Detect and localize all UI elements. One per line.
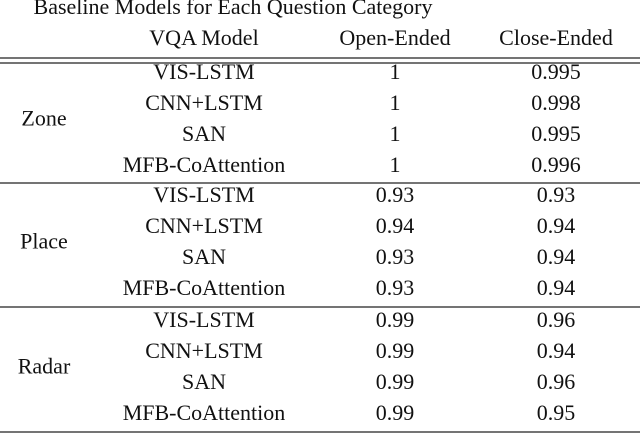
cell-value: 1 xyxy=(390,121,401,146)
cell-value: 0.99 xyxy=(376,369,415,394)
cell-value: 0.93 xyxy=(376,244,415,269)
cell-value: 1 xyxy=(390,59,401,84)
cell-value: 0.93 xyxy=(537,182,576,207)
model-name: MFB-CoAttention xyxy=(123,400,286,425)
cell-value: 1 xyxy=(390,152,401,177)
model-name: MFB-CoAttention xyxy=(123,275,286,300)
model-name: CNN+LSTM xyxy=(145,338,263,363)
cell-value: 1 xyxy=(390,90,401,115)
model-name: SAN xyxy=(182,121,226,146)
model-name: SAN xyxy=(182,369,226,394)
cell-value: 0.94 xyxy=(537,244,576,269)
column-header: Close-Ended xyxy=(499,25,613,50)
cell-value: 0.996 xyxy=(531,152,581,177)
column-header: Open-Ended xyxy=(339,25,450,50)
model-name: VIS-LSTM xyxy=(153,307,254,332)
cell-value: 0.93 xyxy=(376,182,415,207)
model-name: MFB-CoAttention xyxy=(123,152,286,177)
group-label: Radar xyxy=(18,354,71,379)
cell-value: 0.99 xyxy=(376,338,415,363)
cell-value: 0.94 xyxy=(537,338,576,363)
cell-value: 0.995 xyxy=(531,59,581,84)
table-title: Baseline Models for Each Question Catego… xyxy=(34,0,433,19)
column-header: VQA Model xyxy=(149,25,258,50)
cell-value: 0.998 xyxy=(531,90,581,115)
cell-value: 0.93 xyxy=(376,275,415,300)
model-name: CNN+LSTM xyxy=(145,213,263,238)
group-label: Place xyxy=(20,229,68,254)
cell-value: 0.94 xyxy=(537,275,576,300)
model-name: VIS-LSTM xyxy=(153,182,254,207)
cell-value: 0.95 xyxy=(537,400,576,425)
cell-value: 0.94 xyxy=(537,213,576,238)
cell-value: 0.94 xyxy=(376,213,415,238)
cell-value: 0.995 xyxy=(531,121,581,146)
cell-value: 0.96 xyxy=(537,369,576,394)
cell-value: 0.99 xyxy=(376,307,415,332)
cell-value: 0.96 xyxy=(537,307,576,332)
cell-value: 0.99 xyxy=(376,400,415,425)
model-name: VIS-LSTM xyxy=(153,59,254,84)
model-name: CNN+LSTM xyxy=(145,90,263,115)
model-name: SAN xyxy=(182,244,226,269)
group-label: Zone xyxy=(21,106,66,131)
